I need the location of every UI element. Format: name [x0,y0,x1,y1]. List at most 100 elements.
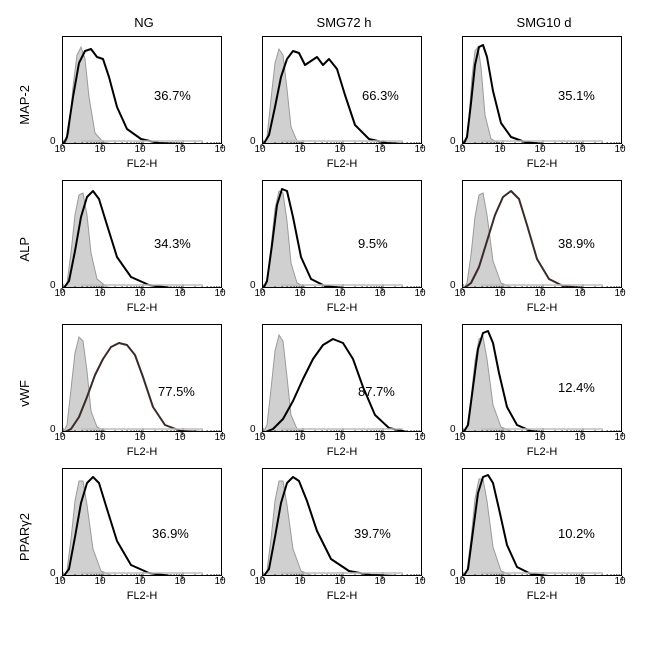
x-tick: 102 [540,288,544,300]
x-tick-base: 10 [574,576,585,587]
x-tick-base: 10 [494,288,505,299]
plot-area [262,324,422,432]
x-tick-base: 10 [374,576,385,587]
x-axis-label: FL2-H [462,590,622,602]
x-tick: 104 [420,576,424,588]
col-header-0: NG [50,15,238,30]
x-tick: 103 [180,432,184,444]
x-tick: 102 [140,432,144,444]
x-tick: 104 [420,144,424,156]
row-header-0: MAP-2 [17,85,32,125]
histogram-panel: 10.2%0100101102103104FL2-H [450,468,628,606]
x-tick: 103 [180,288,184,300]
x-tick: 100 [60,432,64,444]
histogram-panel: 36.9%0100101102103104FL2-H [50,468,228,606]
x-axis-label: FL2-H [462,302,622,314]
x-axis-label: FL2-H [62,302,222,314]
x-tick: 101 [100,288,104,300]
x-tick-base: 10 [294,432,305,443]
row-header-1: ALP [17,237,32,262]
x-tick-base: 10 [334,432,345,443]
histogram-panel: 39.7%0100101102103104FL2-H [250,468,428,606]
x-tick-labels: 100101102103104 [262,144,422,158]
x-tick-base: 10 [614,432,625,443]
x-tick-base: 10 [214,144,225,155]
plot-area [62,324,222,432]
x-tick: 100 [460,576,464,588]
x-tick: 101 [100,432,104,444]
x-tick-base: 10 [494,576,505,587]
x-tick: 104 [220,288,224,300]
histogram-panel: 36.7%0100101102103104FL2-H [50,36,228,174]
x-tick-base: 10 [614,144,625,155]
percent-label: 87.7% [358,384,395,399]
x-tick-base: 10 [254,288,265,299]
x-tick: 104 [420,432,424,444]
x-tick-base: 10 [414,288,425,299]
x-tick: 104 [420,288,424,300]
control-histogram [63,481,222,576]
x-tick: 103 [580,576,584,588]
x-tick: 103 [580,288,584,300]
histogram-panel: 77.5%0100101102103104FL2-H [50,324,228,462]
x-tick-base: 10 [94,288,105,299]
x-tick-base: 10 [334,576,345,587]
histogram-panel: 12.4%0100101102103104FL2-H [450,324,628,462]
x-tick-base: 10 [374,432,385,443]
x-tick-base: 10 [214,576,225,587]
x-tick-base: 10 [134,576,145,587]
x-tick-labels: 100101102103104 [462,144,622,158]
x-axis-label: FL2-H [262,590,422,602]
x-tick: 102 [540,144,544,156]
x-tick: 104 [620,144,624,156]
x-tick-base: 10 [174,576,185,587]
x-tick-base: 10 [214,432,225,443]
x-tick-base: 10 [614,288,625,299]
histogram-panel: 66.3%0100101102103104FL2-H [250,36,428,174]
plot-area [62,180,222,288]
x-tick-base: 10 [134,144,145,155]
x-tick-labels: 100101102103104 [62,288,222,302]
x-tick: 103 [580,144,584,156]
x-tick: 100 [260,144,264,156]
x-axis-label: FL2-H [62,158,222,170]
x-tick-base: 10 [294,144,305,155]
x-tick-base: 10 [94,144,105,155]
x-tick-base: 10 [534,576,545,587]
x-tick-base: 10 [574,432,585,443]
histogram-panel: 87.7%0100101102103104FL2-H [250,324,428,462]
x-tick-base: 10 [54,144,65,155]
x-tick-base: 10 [214,288,225,299]
x-axis-label: FL2-H [262,446,422,458]
x-tick: 100 [260,288,264,300]
x-tick: 102 [140,576,144,588]
x-tick: 104 [620,288,624,300]
x-tick: 102 [540,576,544,588]
x-tick: 100 [60,576,64,588]
control-histogram [263,335,422,432]
x-tick: 101 [300,576,304,588]
x-tick-base: 10 [334,288,345,299]
x-axis-label: FL2-H [462,158,622,170]
x-tick-base: 10 [334,144,345,155]
x-tick-base: 10 [454,144,465,155]
col-header-2: SMG10 d [450,15,638,30]
control-histogram [263,481,422,576]
x-tick-base: 10 [54,576,65,587]
control-histogram [63,337,222,432]
x-tick: 104 [220,576,224,588]
control-histogram [463,479,622,576]
x-tick-base: 10 [294,288,305,299]
x-tick: 101 [500,288,504,300]
plot-area [262,468,422,576]
x-axis-label: FL2-H [62,446,222,458]
x-tick-labels: 100101102103104 [462,288,622,302]
x-tick: 103 [580,432,584,444]
x-tick: 102 [140,144,144,156]
x-tick-labels: 100101102103104 [262,576,422,590]
x-tick: 100 [460,432,464,444]
plot-area [262,180,422,288]
x-tick-base: 10 [134,432,145,443]
x-tick-base: 10 [454,288,465,299]
x-tick: 102 [540,432,544,444]
